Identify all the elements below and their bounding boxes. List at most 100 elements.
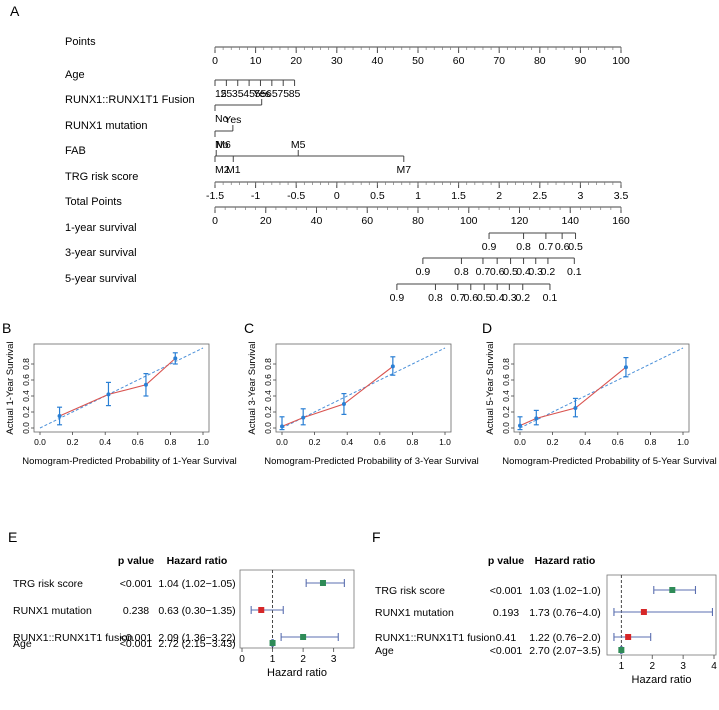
calibration-point xyxy=(623,365,628,370)
calibration-point xyxy=(173,356,178,361)
nomogram-row-label: Points xyxy=(65,36,96,48)
hazard-ratio-header: Hazard ratio xyxy=(167,555,228,567)
nomogram-tick-label: 0.7 xyxy=(450,292,465,304)
ideal-diagonal-line xyxy=(39,347,204,429)
x-tick-label: 0.4 xyxy=(341,437,353,447)
x-tick-label: 0.8 xyxy=(644,437,656,447)
nomogram-tick-label: 35 xyxy=(232,88,244,100)
forest-hr-marker xyxy=(300,634,307,640)
forest-hr-text: 1.22 (0.76−2.0) xyxy=(529,632,601,644)
nomogram-tick-label: 90 xyxy=(575,55,587,67)
observed-calibration-line xyxy=(519,366,627,427)
nomogram-tick-label: 0.5 xyxy=(370,190,385,202)
y-tick-label: 0.8 xyxy=(21,358,31,370)
forest-hr-text: 2.70 (2.07−3.5) xyxy=(529,645,601,657)
y-tick-label: 0.8 xyxy=(263,358,273,370)
nomogram-tick-label: Yes xyxy=(224,114,241,126)
panel-label-e: E xyxy=(8,529,17,545)
forest-row-label: TRG risk score xyxy=(375,585,445,597)
x-tick-label: 0.2 xyxy=(547,437,559,447)
nomogram-tick-label: 15 xyxy=(215,88,227,100)
forest-pvalue: <0.001 xyxy=(490,585,523,597)
ideal-diagonal-line xyxy=(519,347,684,429)
nomogram-tick-label: Yes xyxy=(253,88,270,100)
nomogram-tick-label: 0.5 xyxy=(568,241,583,253)
y-tick-label: 0.0 xyxy=(501,422,511,434)
nomogram-row-label: 3-year survival xyxy=(65,247,137,259)
nomogram-tick-label: 40 xyxy=(311,215,323,227)
nomogram-tick-label: 0.6 xyxy=(463,292,478,304)
calibration-point xyxy=(518,423,522,428)
nomogram-tick-label: 0.7 xyxy=(539,241,554,253)
calibration-point xyxy=(106,392,111,397)
forest-pvalue: <0.001 xyxy=(120,632,153,644)
nomogram-tick-label: 20 xyxy=(290,55,302,67)
y-tick-label: 0.0 xyxy=(21,422,31,434)
forest-x-tick-label: 3 xyxy=(680,661,686,672)
nomogram-tick-label: 0.3 xyxy=(528,266,543,278)
nomogram-tick-label: 45 xyxy=(243,88,255,100)
forest-row-label: RUNX1::RUNX1T1 fusion xyxy=(13,632,133,644)
observed-calibration-line xyxy=(281,365,394,427)
calibration-y-axis-title: Actual 5-Year Survival xyxy=(485,341,496,434)
nomogram-tick-label: 3 xyxy=(577,190,583,202)
nomogram-tick-label: 20 xyxy=(260,215,272,227)
calibration-point xyxy=(280,424,284,429)
forest-x-tick-label: 1 xyxy=(270,654,276,665)
x-tick-label: 0.8 xyxy=(406,437,418,447)
nomogram-tick-label: 0.8 xyxy=(428,292,443,304)
nomogram-tick-label: 140 xyxy=(561,215,579,227)
nomogram-row-label: 1-year survival xyxy=(65,222,137,234)
nomogram-row-label: 5-year survival xyxy=(65,273,137,285)
forest-plot-frame xyxy=(239,569,355,649)
y-tick-label: 0.2 xyxy=(263,406,273,418)
x-tick-label: 0.4 xyxy=(579,437,591,447)
nomogram-tick-label: -1 xyxy=(251,190,260,202)
nomogram-tick-label: 0.6 xyxy=(490,266,505,278)
x-tick-label: 0.0 xyxy=(34,437,46,447)
nomogram-tick-label: 120 xyxy=(511,215,529,227)
nomogram-tick-label: 0.2 xyxy=(541,266,556,278)
panel-label-c: C xyxy=(244,320,254,336)
y-tick-label: 0.4 xyxy=(21,390,31,402)
nomogram-tick-label: 0.5 xyxy=(477,292,492,304)
nomogram-tick-label: 70 xyxy=(493,55,505,67)
nomogram-tick-label: 50 xyxy=(412,55,424,67)
forest-pvalue: <0.001 xyxy=(490,645,523,657)
calibration-point xyxy=(301,415,306,420)
forest-x-tick-label: 0 xyxy=(239,654,245,665)
nomogram-tick-label: 0.1 xyxy=(543,292,558,304)
observed-calibration-line xyxy=(59,357,176,417)
nomogram-tick-label: 0 xyxy=(212,55,218,67)
nomogram-tick-label: M5 xyxy=(291,139,306,151)
forest-hr-marker xyxy=(319,580,326,586)
nomogram-tick-label: M1 xyxy=(226,164,241,176)
ideal-diagonal-line xyxy=(281,347,446,429)
calibration-x-axis-title: Nomogram-Predicted Probability of 5-Year… xyxy=(502,456,717,467)
forest-plot-frame xyxy=(606,574,717,656)
forest-pvalue: <0.001 xyxy=(120,638,153,650)
x-tick-label: 1.0 xyxy=(197,437,209,447)
forest-pvalue: 0.193 xyxy=(493,607,519,619)
calibration-plot-frame xyxy=(275,343,452,433)
y-tick-label: 0.6 xyxy=(501,374,511,386)
calibration-point xyxy=(341,402,346,406)
calibration-point xyxy=(390,364,395,369)
panel-label-f: F xyxy=(372,529,381,545)
nomogram-tick-label: 100 xyxy=(460,215,478,227)
y-tick-label: 0.6 xyxy=(263,374,273,386)
calibration-point xyxy=(143,382,148,387)
pvalue-header: p value xyxy=(488,555,524,567)
nomogram-tick-label: 80 xyxy=(412,215,424,227)
nomogram-tick-label: 0.8 xyxy=(454,266,469,278)
nomogram-tick-label: 40 xyxy=(372,55,384,67)
forest-row-label: TRG risk score xyxy=(13,578,83,590)
nomogram-tick-label: 1.5 xyxy=(451,190,466,202)
nomogram-tick-label: M2 xyxy=(215,164,230,176)
nomogram-tick-label: 65 xyxy=(266,88,278,100)
nomogram-tick-label: 0.3 xyxy=(502,292,517,304)
nomogram-tick-label: 55 xyxy=(255,88,267,100)
x-tick-label: 0.4 xyxy=(99,437,111,447)
nomogram-tick-label: No xyxy=(215,113,229,125)
